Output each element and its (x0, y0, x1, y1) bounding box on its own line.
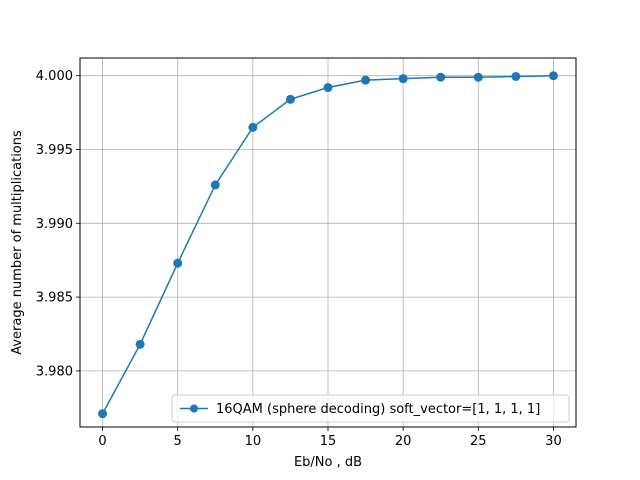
series-layer (98, 71, 558, 419)
x-tick-label: 20 (395, 434, 412, 449)
data-point (323, 83, 333, 93)
y-tick-label: 3.980 (36, 364, 73, 379)
x-tick-label: 0 (98, 434, 106, 449)
data-point (473, 72, 483, 82)
data-point (398, 74, 408, 84)
data-point (248, 122, 258, 132)
data-point (511, 71, 521, 81)
legend-box (171, 394, 570, 423)
x-axis-ticks: 0 5 10 15 20 25 30 (98, 427, 562, 449)
y-tick-label: 3.990 (36, 217, 73, 232)
y-axis-label: Average number of multiplications (10, 130, 25, 355)
x-tick-label: 25 (470, 434, 487, 449)
y-axis-ticks: 3.980 3.985 3.990 3.995 4.000 (36, 69, 80, 379)
data-point (548, 71, 558, 81)
legend-marker-sample (190, 404, 198, 413)
data-point (436, 72, 446, 82)
x-tick-label: 15 (320, 434, 337, 449)
legend: 16QAM (sphere decoding) soft_vector=[1, … (171, 394, 570, 423)
y-tick-label: 4.000 (36, 69, 73, 84)
data-point (135, 339, 145, 349)
data-point (98, 409, 108, 419)
y-tick-label: 3.995 (36, 143, 73, 158)
data-point (210, 180, 220, 190)
x-axis-label: Eb/No , dB (294, 455, 362, 470)
data-point (285, 94, 295, 104)
data-point (173, 258, 183, 268)
y-tick-label: 3.985 (36, 291, 73, 306)
x-tick-label: 30 (545, 434, 562, 449)
x-tick-label: 10 (245, 434, 262, 449)
legend-entry-label: 16QAM (sphere decoding) soft_vector=[1, … (216, 402, 540, 417)
x-tick-label: 5 (174, 434, 182, 449)
data-point (361, 75, 371, 85)
